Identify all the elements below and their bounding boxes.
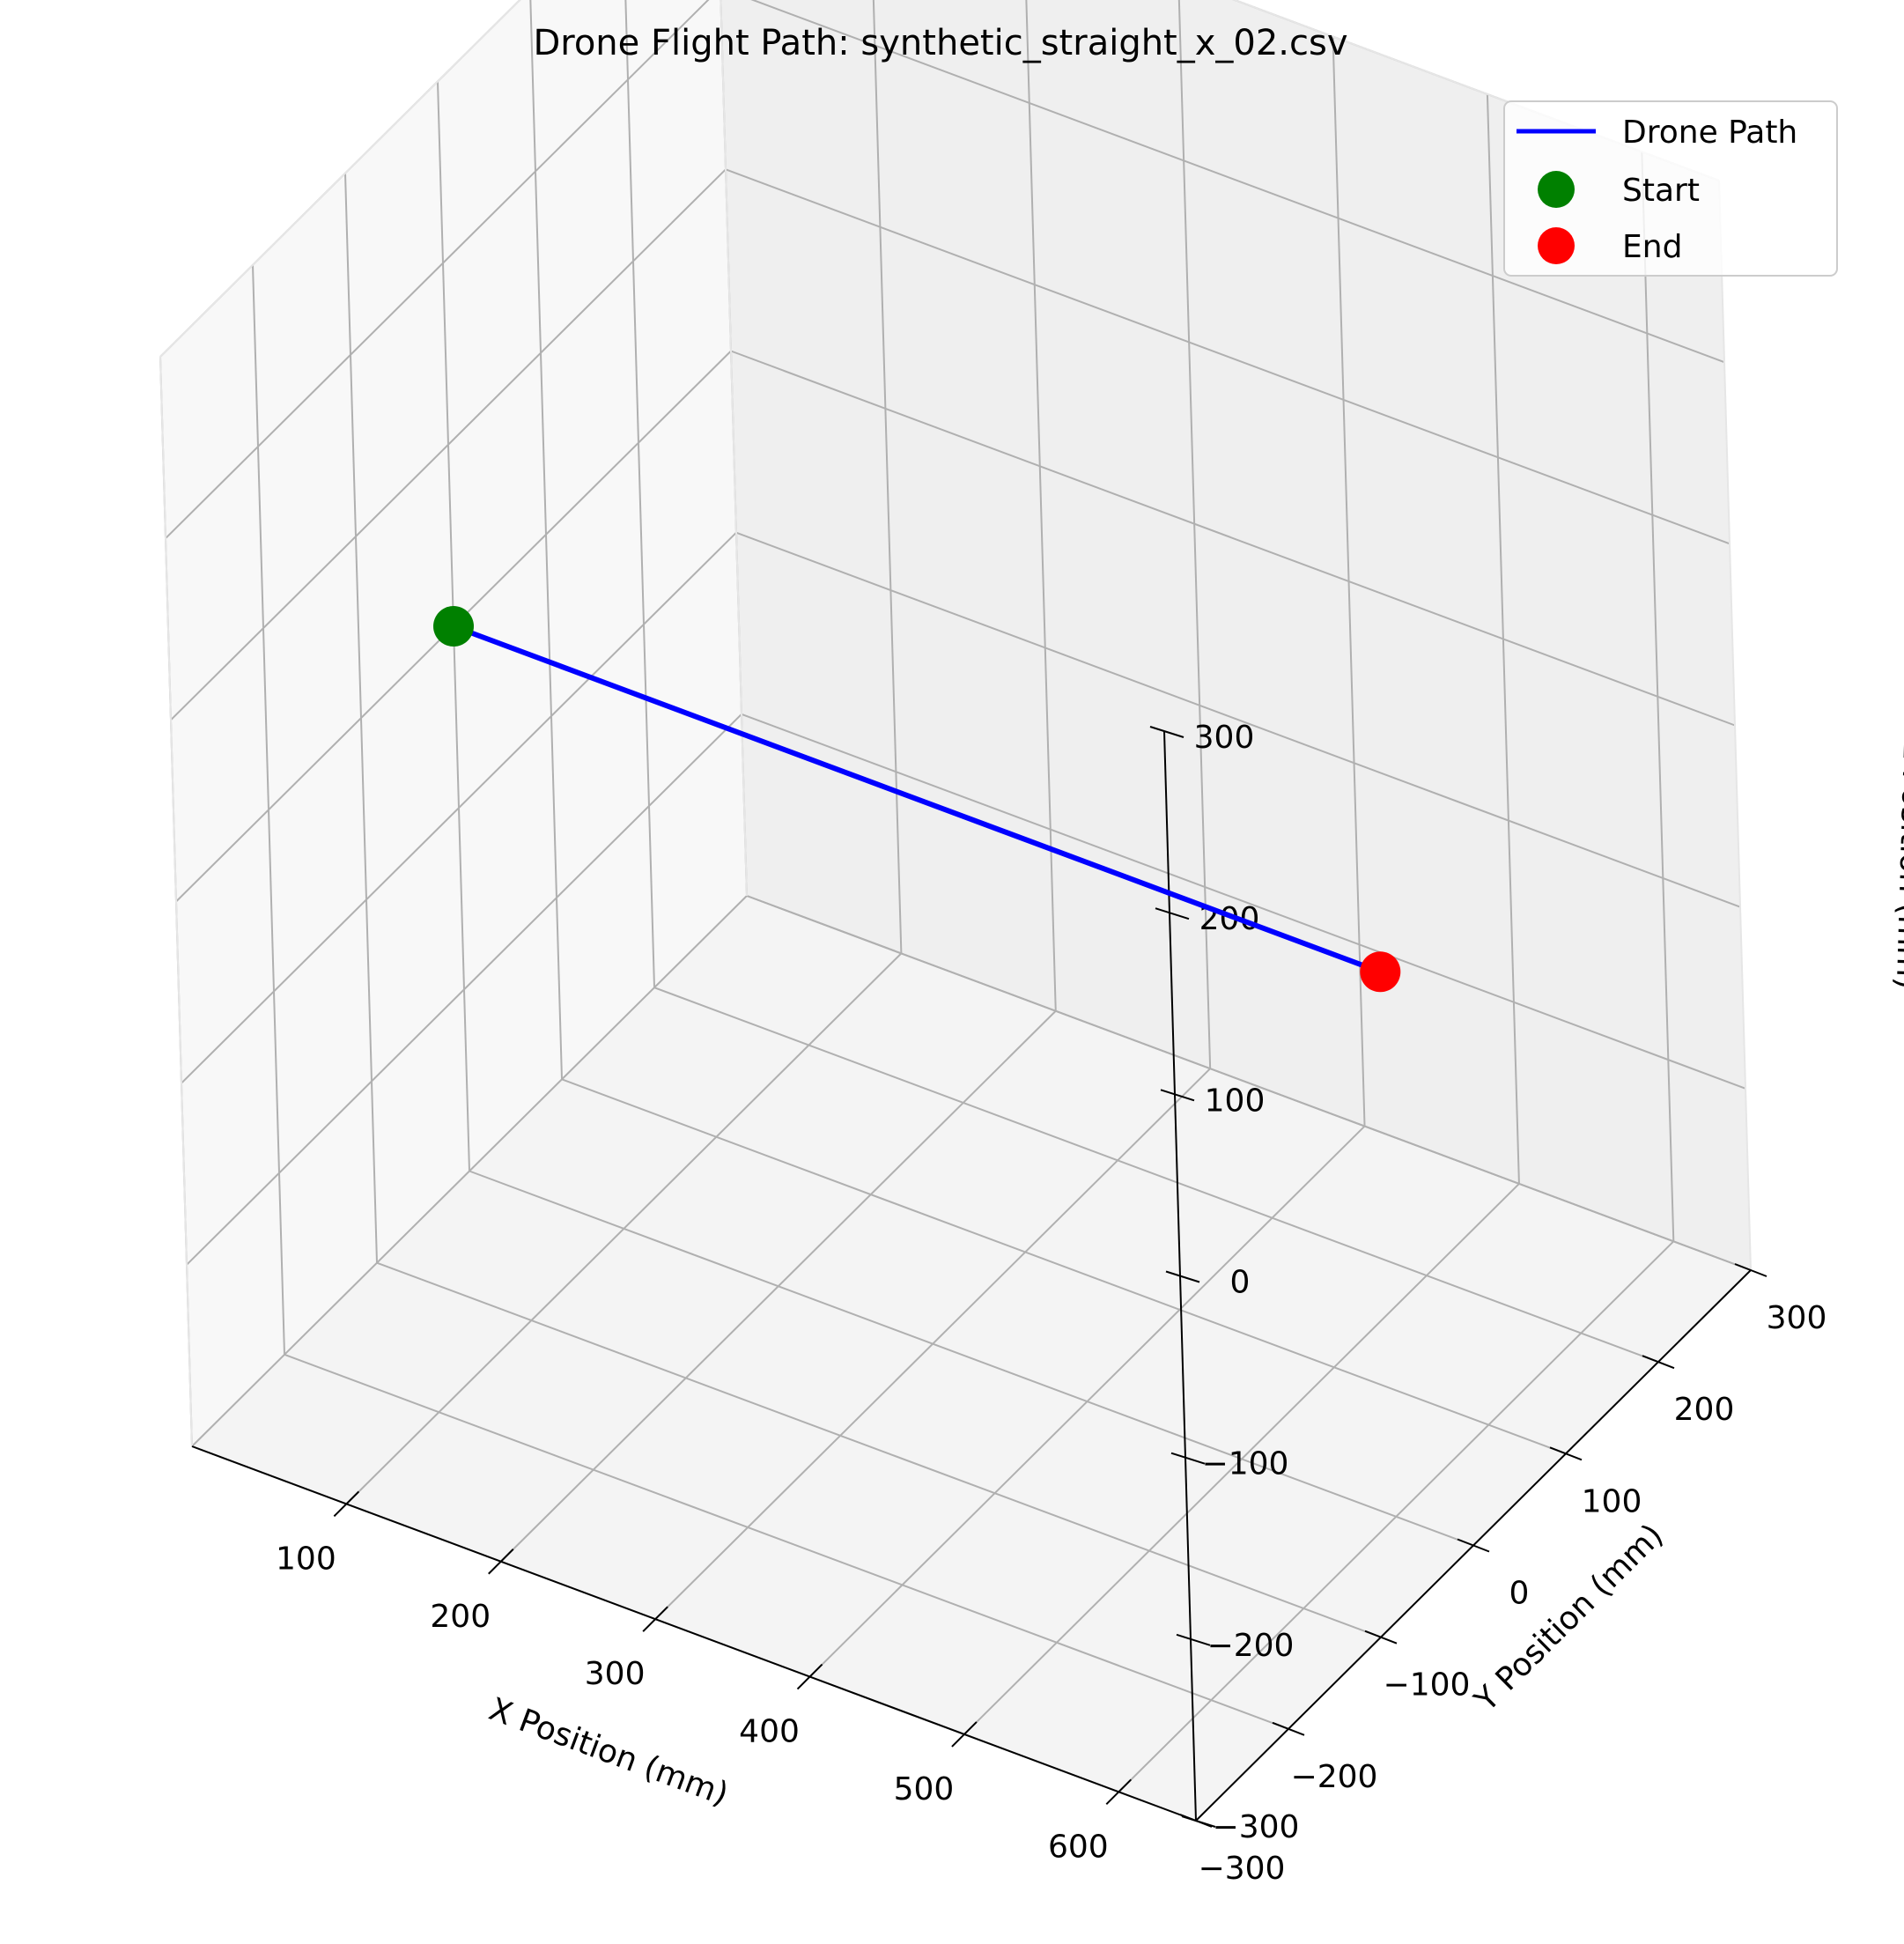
- grid-line-y-floor: [561, 1078, 1567, 1455]
- x-axis-line: [191, 1445, 1197, 1822]
- tick-marks: [333, 726, 1767, 1828]
- grid-line-y-floor: [469, 1170, 1474, 1547]
- grid-line-z-back: [735, 531, 1741, 908]
- z-tick-label: −100: [1202, 1446, 1289, 1482]
- grid-line-z-back: [741, 713, 1746, 1090]
- grid-line-z-back: [750, 0, 1725, 364]
- y-tick-label: 300: [1767, 1300, 1827, 1336]
- x-tick-mark: [951, 1721, 978, 1748]
- pane-edge: [1718, 180, 1752, 1271]
- legend-start-swatch: [1538, 171, 1575, 208]
- pane-edge: [159, 356, 193, 1447]
- pane-edge: [159, 0, 521, 358]
- x-tick-mark: [796, 1663, 823, 1690]
- y-tick-mark: [1457, 1538, 1490, 1553]
- legend-end-label: End: [1622, 229, 1682, 265]
- x-tick-label: 100: [276, 1541, 336, 1577]
- x-tick-mark: [642, 1606, 668, 1632]
- end-marker: [1360, 951, 1401, 993]
- y-tick-label: 200: [1674, 1392, 1735, 1428]
- z-axis-label: Z Position (mm): [1889, 737, 1904, 990]
- left-pane: [160, 0, 747, 1446]
- z-tick-label: −300: [1213, 1809, 1300, 1845]
- x-tick-mark: [333, 1490, 360, 1518]
- grid-line-y-floor: [284, 1353, 1289, 1730]
- y-tick-label: 0: [1509, 1576, 1530, 1612]
- y-tick-mark: [1272, 1721, 1305, 1736]
- grid-line-z-left: [165, 0, 710, 539]
- z-tick-mark: [1170, 1452, 1206, 1465]
- x-tick-label: 300: [585, 1656, 646, 1692]
- start-marker: [433, 606, 474, 647]
- pane-edge: [720, 0, 748, 897]
- legend: Drone Path Start End: [1503, 100, 1838, 277]
- legend-path-label: Drone Path: [1622, 115, 1797, 151]
- grid-lines: [159, 0, 1752, 1822]
- y-tick-mark: [1549, 1446, 1583, 1461]
- grid-line-z-left: [170, 168, 727, 721]
- x-tick-label: 600: [1048, 1829, 1109, 1865]
- legend-frame: [1503, 100, 1838, 277]
- y-tick-label: 100: [1582, 1483, 1642, 1519]
- x-tick-mark: [488, 1549, 514, 1575]
- grid-line-z-back: [746, 895, 1752, 1271]
- drone-path-line: [452, 624, 1382, 975]
- y-tick-mark: [1642, 1355, 1675, 1370]
- grid-line-z-back: [730, 350, 1736, 727]
- z-tick-label: 100: [1205, 1083, 1266, 1119]
- chart-title: Drone Flight Path: synthetic_straight_x_…: [533, 23, 1347, 63]
- data-series: [433, 606, 1401, 993]
- x-tick-label: 500: [894, 1771, 955, 1807]
- x-tick-label: 400: [739, 1714, 800, 1750]
- z-tick-label: −200: [1207, 1628, 1295, 1664]
- legend-start-label: Start: [1622, 173, 1700, 209]
- z-tick-mark: [1160, 1089, 1195, 1102]
- z-tick-label: 300: [1194, 720, 1255, 756]
- y-tick-label: −100: [1384, 1667, 1471, 1704]
- grid-line-z-back: [725, 168, 1731, 545]
- z-tick-mark: [1165, 1270, 1200, 1283]
- y-axis-label: Y Position (mm): [1467, 1517, 1671, 1719]
- grid-line-z-left: [186, 713, 742, 1266]
- y-tick-label: −200: [1291, 1759, 1378, 1795]
- z-tick-mark: [1176, 1633, 1211, 1646]
- z-tick-label: 0: [1230, 1265, 1251, 1301]
- z-tick-mark: [1155, 907, 1190, 920]
- legend-end-swatch: [1538, 227, 1575, 264]
- tick-labels: 100 200 300 400 500 600 −300 −200 −100 0 100 200 300…: [276, 720, 1827, 1887]
- z-tick-mark: [1149, 726, 1184, 738]
- y-tick-mark: [1734, 1263, 1767, 1277]
- x-tick-mark: [1105, 1778, 1133, 1806]
- x-axis-label: X Position (mm): [484, 1691, 733, 1813]
- grid-line-z-left: [191, 895, 748, 1447]
- grid-line-z-left: [181, 531, 737, 1084]
- grid-line-y-floor: [376, 1261, 1382, 1638]
- x-tick-label: 200: [430, 1599, 491, 1635]
- y-tick-mark: [1364, 1630, 1398, 1645]
- y-tick-label: −300: [1199, 1851, 1286, 1887]
- grid-line-y-floor: [653, 987, 1659, 1364]
- z-tick-mark: [1181, 1815, 1216, 1828]
